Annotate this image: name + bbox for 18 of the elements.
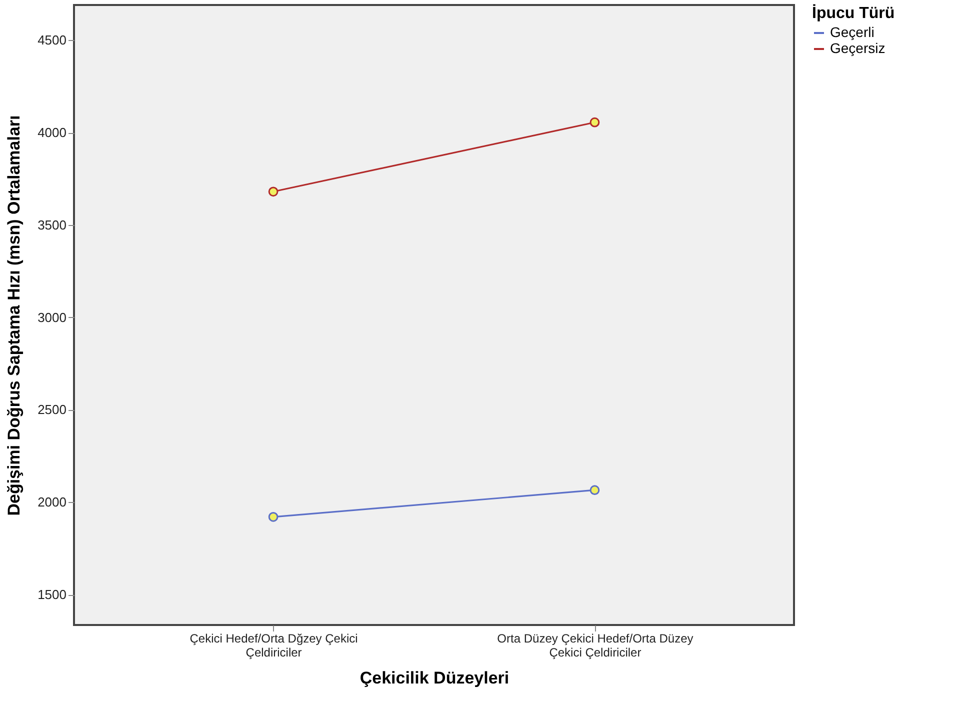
y-tick-label: 2500 xyxy=(38,402,66,418)
point xyxy=(268,512,278,522)
legend-title: İpucu Türü xyxy=(812,4,895,22)
x-tick-label: Orta Düzey Çekici Hedef/Orta Düzey Çekici Çeldiriciler xyxy=(497,632,694,660)
legend-label: Geçerli xyxy=(830,24,874,40)
legend-label: Geçersiz xyxy=(830,40,886,56)
point xyxy=(268,186,278,197)
x-axis-title: Çekicilik Düzeyleri xyxy=(360,668,510,688)
y-tick-label: 3000 xyxy=(38,310,66,325)
point xyxy=(590,117,600,128)
y-tick-label: 3500 xyxy=(38,217,66,232)
y-tick-label: 2000 xyxy=(38,494,66,510)
point xyxy=(590,485,600,496)
y-tick-label: 1500 xyxy=(38,587,66,602)
y-tick-label: 4000 xyxy=(38,125,66,140)
y-axis-title: Değişimi Doğrus Saptama Hızı (msn) Ortalamaları xyxy=(4,115,24,516)
x-tick-label: Çekici Hedef/Orta Dğzey Çekici Çeldiriciler xyxy=(190,632,358,660)
y-tick-label: 4500 xyxy=(38,32,66,48)
